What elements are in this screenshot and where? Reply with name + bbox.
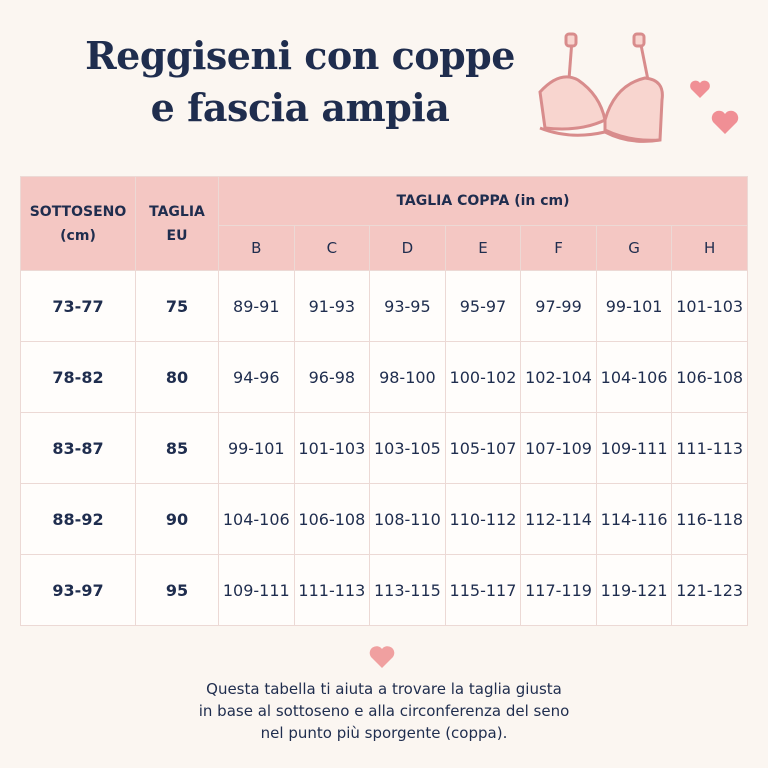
table-cell: 78-82: [20, 341, 136, 413]
table-row: 78-82 80 94-96 96-98 98-100 100-102 102-104 104…: [20, 341, 748, 413]
table-cell: 112-114: [520, 483, 597, 555]
table-cell: 83-87: [20, 412, 136, 484]
table-cell: 89-91: [218, 270, 295, 342]
table-cell: 100-102: [444, 341, 522, 413]
heart: [711, 110, 739, 134]
table-cell: 109-111: [218, 554, 295, 626]
heart: [690, 80, 710, 98]
table-cell: 109-111: [595, 412, 673, 484]
table-cell: 116-118: [671, 483, 748, 555]
table-row: 88-92 90 104-106 106-108 108-110 110-112 112-1…: [20, 483, 748, 555]
table-cell: 117-119: [520, 554, 597, 626]
table-cell: 93-95: [369, 270, 446, 342]
cup-header: F: [520, 225, 597, 271]
table-cell: 97-99: [520, 270, 597, 342]
cup-header: E: [444, 225, 522, 271]
title-line: e fascia ampia: [150, 85, 450, 130]
table-cell: 103-105: [369, 412, 446, 484]
table-cell: 80: [135, 341, 219, 413]
header-text: TAGLIA EU: [149, 203, 205, 244]
table-cell: 94-96: [218, 341, 295, 413]
header-row: SOTTOSENO (cm) TAGLIA EU TAGLIA COPPA (i…: [20, 176, 748, 271]
table-cell: 75: [135, 270, 219, 342]
header-text: SOTTOSENO (cm): [29, 203, 127, 244]
table-cell: 110-112: [444, 483, 522, 555]
table-body: 73-77 75 89-91 91-93 93-95 95-97 97-99 99-101 10…: [20, 270, 748, 626]
table-cell: 114-116: [595, 483, 673, 555]
table-cell: 91-93: [293, 270, 371, 342]
cup-header: G: [595, 225, 673, 271]
table-cell: 119-121: [595, 554, 673, 626]
table-cell: 73-77: [20, 270, 136, 342]
footer-line: nel punto più sporgente (coppa).: [260, 724, 508, 742]
table-cell: 98-100: [369, 341, 446, 413]
table-cell: 96-98: [293, 341, 371, 413]
heart: [369, 646, 395, 668]
cup-header: D: [369, 225, 446, 271]
table-row: 83-87 85 99-101 101-103 103-105 105-107 107-10…: [20, 412, 748, 484]
table-cell: 107-109: [520, 412, 597, 484]
footer-line: in base al sottoseno e alla circonferenz…: [198, 702, 570, 720]
table-cell: 108-110: [369, 483, 446, 555]
header-cell: TAGLIA EU: [135, 176, 219, 271]
table-cell: 115-117: [444, 554, 522, 626]
footer-line: Questa tabella ti aiuta a trovare la tag…: [206, 680, 562, 698]
table-cell: 101-103: [293, 412, 371, 484]
bra-illustration: [538, 32, 664, 143]
table-cell: 95: [135, 554, 219, 626]
table-cell: 95-97: [444, 270, 522, 342]
table-cell: 90: [135, 483, 219, 555]
size-table: SOTTOSENO (cm) TAGLIA EU TAGLIA COPPA (i…: [20, 176, 748, 626]
table-cell: 113-115: [369, 554, 446, 626]
table-cell: 121-123: [671, 554, 748, 626]
cup-header: C: [293, 225, 371, 271]
table-cell: 111-113: [293, 554, 371, 626]
table-cell: 106-108: [293, 483, 371, 555]
table-cell: 101-103: [671, 270, 748, 342]
table-cell: 105-107: [444, 412, 522, 484]
cup-header: H: [671, 225, 748, 271]
footer: Questa tabella ti aiuta a trovare la tag…: [84, 678, 684, 744]
header-cell: SOTTOSENO (cm): [20, 176, 136, 271]
header-cell: TAGLIA COPPA (in cm): [218, 176, 748, 226]
title-line: Reggiseni con coppe: [85, 33, 515, 78]
cup-header: B: [218, 225, 295, 271]
table-cell: 88-92: [20, 483, 136, 555]
table-cell: 104-106: [218, 483, 295, 555]
table-cell: 85: [135, 412, 219, 484]
title: Reggiseni con coppe e fascia ampia: [40, 30, 560, 134]
table-cell: 93-97: [20, 554, 136, 626]
table-row: 93-97 95 109-111 111-113 113-115 115-117 117-1…: [20, 554, 748, 626]
table-cell: 99-101: [595, 270, 673, 342]
table-cell: 99-101: [218, 412, 295, 484]
table-cell: 102-104: [520, 341, 597, 413]
table-cell: 106-108: [671, 341, 748, 413]
table-cell: 111-113: [671, 412, 748, 484]
table-cell: 104-106: [595, 341, 673, 413]
table-row: 73-77 75 89-91 91-93 93-95 95-97 97-99 99-101 10…: [20, 270, 748, 342]
